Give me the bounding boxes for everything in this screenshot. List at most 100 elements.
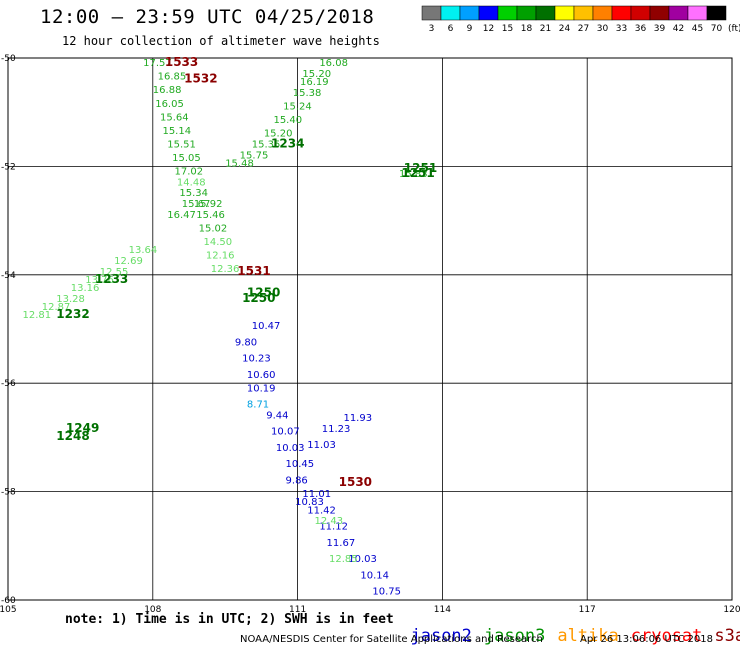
legend-altika: altika [557,626,619,646]
data-label: 13.64 [129,245,158,256]
colorbar-swatch [687,5,708,21]
colorbar-unit: (ft) [728,24,740,34]
colorbar-label: 15 [502,24,513,34]
data-label: 10.47 [252,321,281,332]
data-label: 15.05 [172,153,201,164]
colorbar-swatch [535,5,556,21]
data-label: 11.42 [307,505,336,516]
data-label: 10.19 [247,383,276,394]
data-label: 12.87 [42,302,71,313]
page-subtitle: 12 hour collection of altimeter wave hei… [62,34,380,48]
colorbar-label: 30 [597,24,609,34]
x-tick-label: 108 [144,605,161,615]
plot-area: 105 108 111 114 117 120 -50 -52 -54 -56 -58 -60 17.5… [0,54,740,615]
y-tick-label: -58 [1,488,16,498]
data-label: 15.92 [194,199,223,210]
data-label: 17.57 [143,58,172,69]
colorbar-label: 9 [467,24,473,34]
data-label: 10.07 [271,427,300,438]
legend-jason2: jason2 [410,626,472,646]
colorbar-swatch [630,5,651,21]
data-label: 13.76 [85,275,114,286]
y-tick-label: -52 [1,162,16,172]
pass-label: 1250 [247,285,280,299]
data-label: 15.20 [264,129,293,140]
credit-text: NOAA/NESDIS Center for Satellite Applica… [240,634,543,645]
data-label: 12.36 [211,264,240,275]
data-label: 10.14 [360,570,389,581]
data-label: 15.38 [293,88,322,99]
data-label: 11.23 [322,424,351,435]
colorbar-label: 39 [654,24,666,34]
x-tick-label: 105 [0,605,17,615]
satellite-legend: jason2 jason3 altika cryosat s3a [390,606,740,646]
colorbar-label: 36 [635,24,647,34]
y-tick-label: -56 [1,379,16,389]
plot-frame [7,57,733,601]
x-tick-label: 114 [434,605,451,615]
data-label: 16.08 [319,58,348,69]
data-label: 15.14 [162,126,191,137]
data-label: 15.51 [167,139,196,150]
colorbar-label: 33 [616,24,627,34]
pass-label: 1251 [401,166,434,180]
data-label: 12.55 [100,267,129,278]
data-label: 13.16 [71,283,100,294]
data-label: 16.88 [153,85,182,96]
colorbar-label: 3 [429,24,435,34]
data-label: 15.24 [283,101,312,112]
colorbar-swatch [668,5,689,21]
pass-label: 1250 [242,291,275,305]
data-label: 15.40 [273,115,302,126]
x-tick-label: 117 [579,605,596,615]
data-label: 11.67 [327,538,356,549]
data-label: 10.03 [276,443,305,454]
y-tick-label: -60 [1,596,16,606]
data-label: 9.44 [266,410,288,421]
data-label: 15.35 [252,139,281,150]
colorbar-swatch [706,5,727,21]
data-label: 11.93 [343,413,372,424]
data-label: 8.71 [247,400,269,411]
data-label: 12.43 [314,516,343,527]
colorbar-label: 24 [559,24,571,34]
data-label: 12.81 [22,310,51,321]
colorbar-swatch [611,5,632,21]
data-label: 11.01 [302,489,331,500]
x-tick-label: 111 [289,605,306,615]
data-label: 15.02 [199,223,228,234]
pass-label: 1532 [184,71,217,85]
data-label: 15.46 [196,210,225,221]
data-label: 15.67 [182,199,211,210]
colorbar-swatch [573,5,594,21]
data-label: 13.28 [56,294,85,305]
legend-cryosat: cryosat [630,626,703,646]
pass-label: 1531 [237,264,270,278]
pass-label: 1251 [404,161,437,175]
colorbar-swatch [421,5,442,21]
colorbar-swatch [459,5,480,21]
data-label: 15.34 [179,188,208,199]
data-label: 15.75 [240,150,269,161]
data-label: 9.80 [235,337,257,348]
data-label: 15.83 [399,169,428,180]
data-label: 15.64 [160,112,189,123]
colorbar-swatch [592,5,613,21]
colorbar-label: 42 [673,24,684,34]
data-label: 10.60 [247,370,276,381]
colorbar-label: 45 [692,24,703,34]
data-label: 9.86 [286,475,308,486]
colorbar-swatch [440,5,461,21]
generated-timestamp: Apr 26 13:06:06 UTC 2018 [580,634,713,645]
data-label: 16.47 [167,210,196,221]
page-title: 12:00 – 23:59 UTC 04/25/2018 [40,6,375,28]
legend-jason3: jason3 [483,626,546,646]
pass-label: 1232 [56,307,89,321]
data-label: 17.02 [175,167,204,178]
data-label: 10.45 [286,459,315,470]
pass-label: 1249 [66,421,99,435]
colorbar-swatch [497,5,518,21]
colorbar-label: 27 [578,24,589,34]
